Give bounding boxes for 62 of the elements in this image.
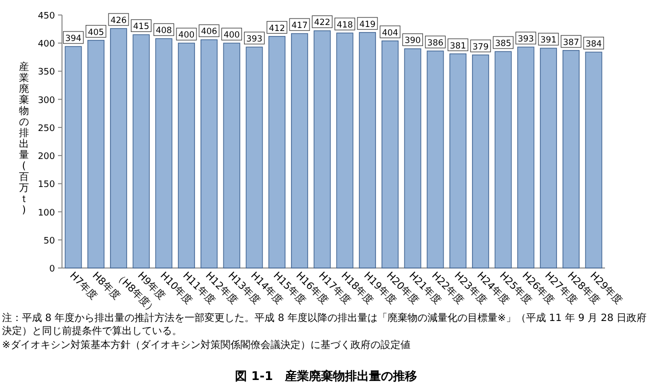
text: 図 1-1 産業廃棄物排出量の推移 [235,369,417,383]
y-tick-label: 50 [44,236,56,246]
bar [178,42,195,268]
bar [268,36,286,268]
bar [494,51,512,268]
bar [132,34,150,268]
text: 注：平成 8 年度から排出量の推計方法を一部変更した。平成 8 年度以降の排出量は「廃棄物の減量化の目標量※」（平成 11 年 9 月 28 日政府決定）と同じ前提条件で算出している。 [2,312,648,338]
bar [110,28,128,268]
data-label: 391 [540,36,557,46]
data-label: 418 [336,20,353,30]
y-tick-label: 300 [38,96,56,106]
bar [562,50,580,268]
text: 産業廃棄物の排出量(百万ｔ) [19,62,29,216]
bar [404,48,422,268]
data-label: 387 [562,38,580,48]
bar [426,50,444,268]
data-label: 406 [200,27,218,38]
text: ※ダイオキシン対策基本方針（ダイオキシン対策関係閣僚会議決定）に基づく政府の設定値 [2,339,412,352]
bar [382,40,399,268]
data-label: 405 [88,28,104,38]
data-label: 426 [110,16,127,26]
y-tick-label: 200 [38,152,56,162]
bar [64,46,82,268]
y-tick-label: 150 [38,180,56,190]
data-label: 417 [291,21,308,32]
data-label: 394 [65,34,82,44]
data-label: 412 [268,24,286,34]
bar [314,30,331,268]
bar [155,38,172,268]
y-tick-label: 100 [38,208,56,218]
data-label: 400 [224,30,240,41]
y-tick-label: 400 [38,40,56,50]
bar [540,48,557,268]
data-label: 422 [314,18,330,28]
bar [246,46,263,268]
data-label: 390 [404,36,421,46]
data-label: 385 [495,39,512,50]
bar [87,40,104,268]
data-label: 404 [382,28,398,38]
data-label: 415 [133,22,150,32]
bar [223,42,240,268]
data-label: 408 [156,26,172,36]
data-label: 379 [472,42,489,52]
bar [449,53,466,268]
bar [291,33,308,268]
data-label: 381 [450,41,466,52]
bar [200,39,218,268]
data-label: 386 [427,38,444,48]
data-label: 400 [178,30,195,41]
y-tick-label: 0 [49,264,56,274]
bar [358,32,376,268]
y-tick-label: 350 [38,68,56,78]
bar [585,52,602,268]
data-label: 393 [518,34,534,45]
data-label: 393 [246,34,262,45]
y-tick-label: 250 [38,124,56,134]
bar [336,32,354,268]
bar [472,54,490,268]
data-label: 419 [359,20,376,30]
bar [517,46,534,268]
data-label: 384 [586,40,602,50]
y-tick-label: 450 [38,12,56,22]
